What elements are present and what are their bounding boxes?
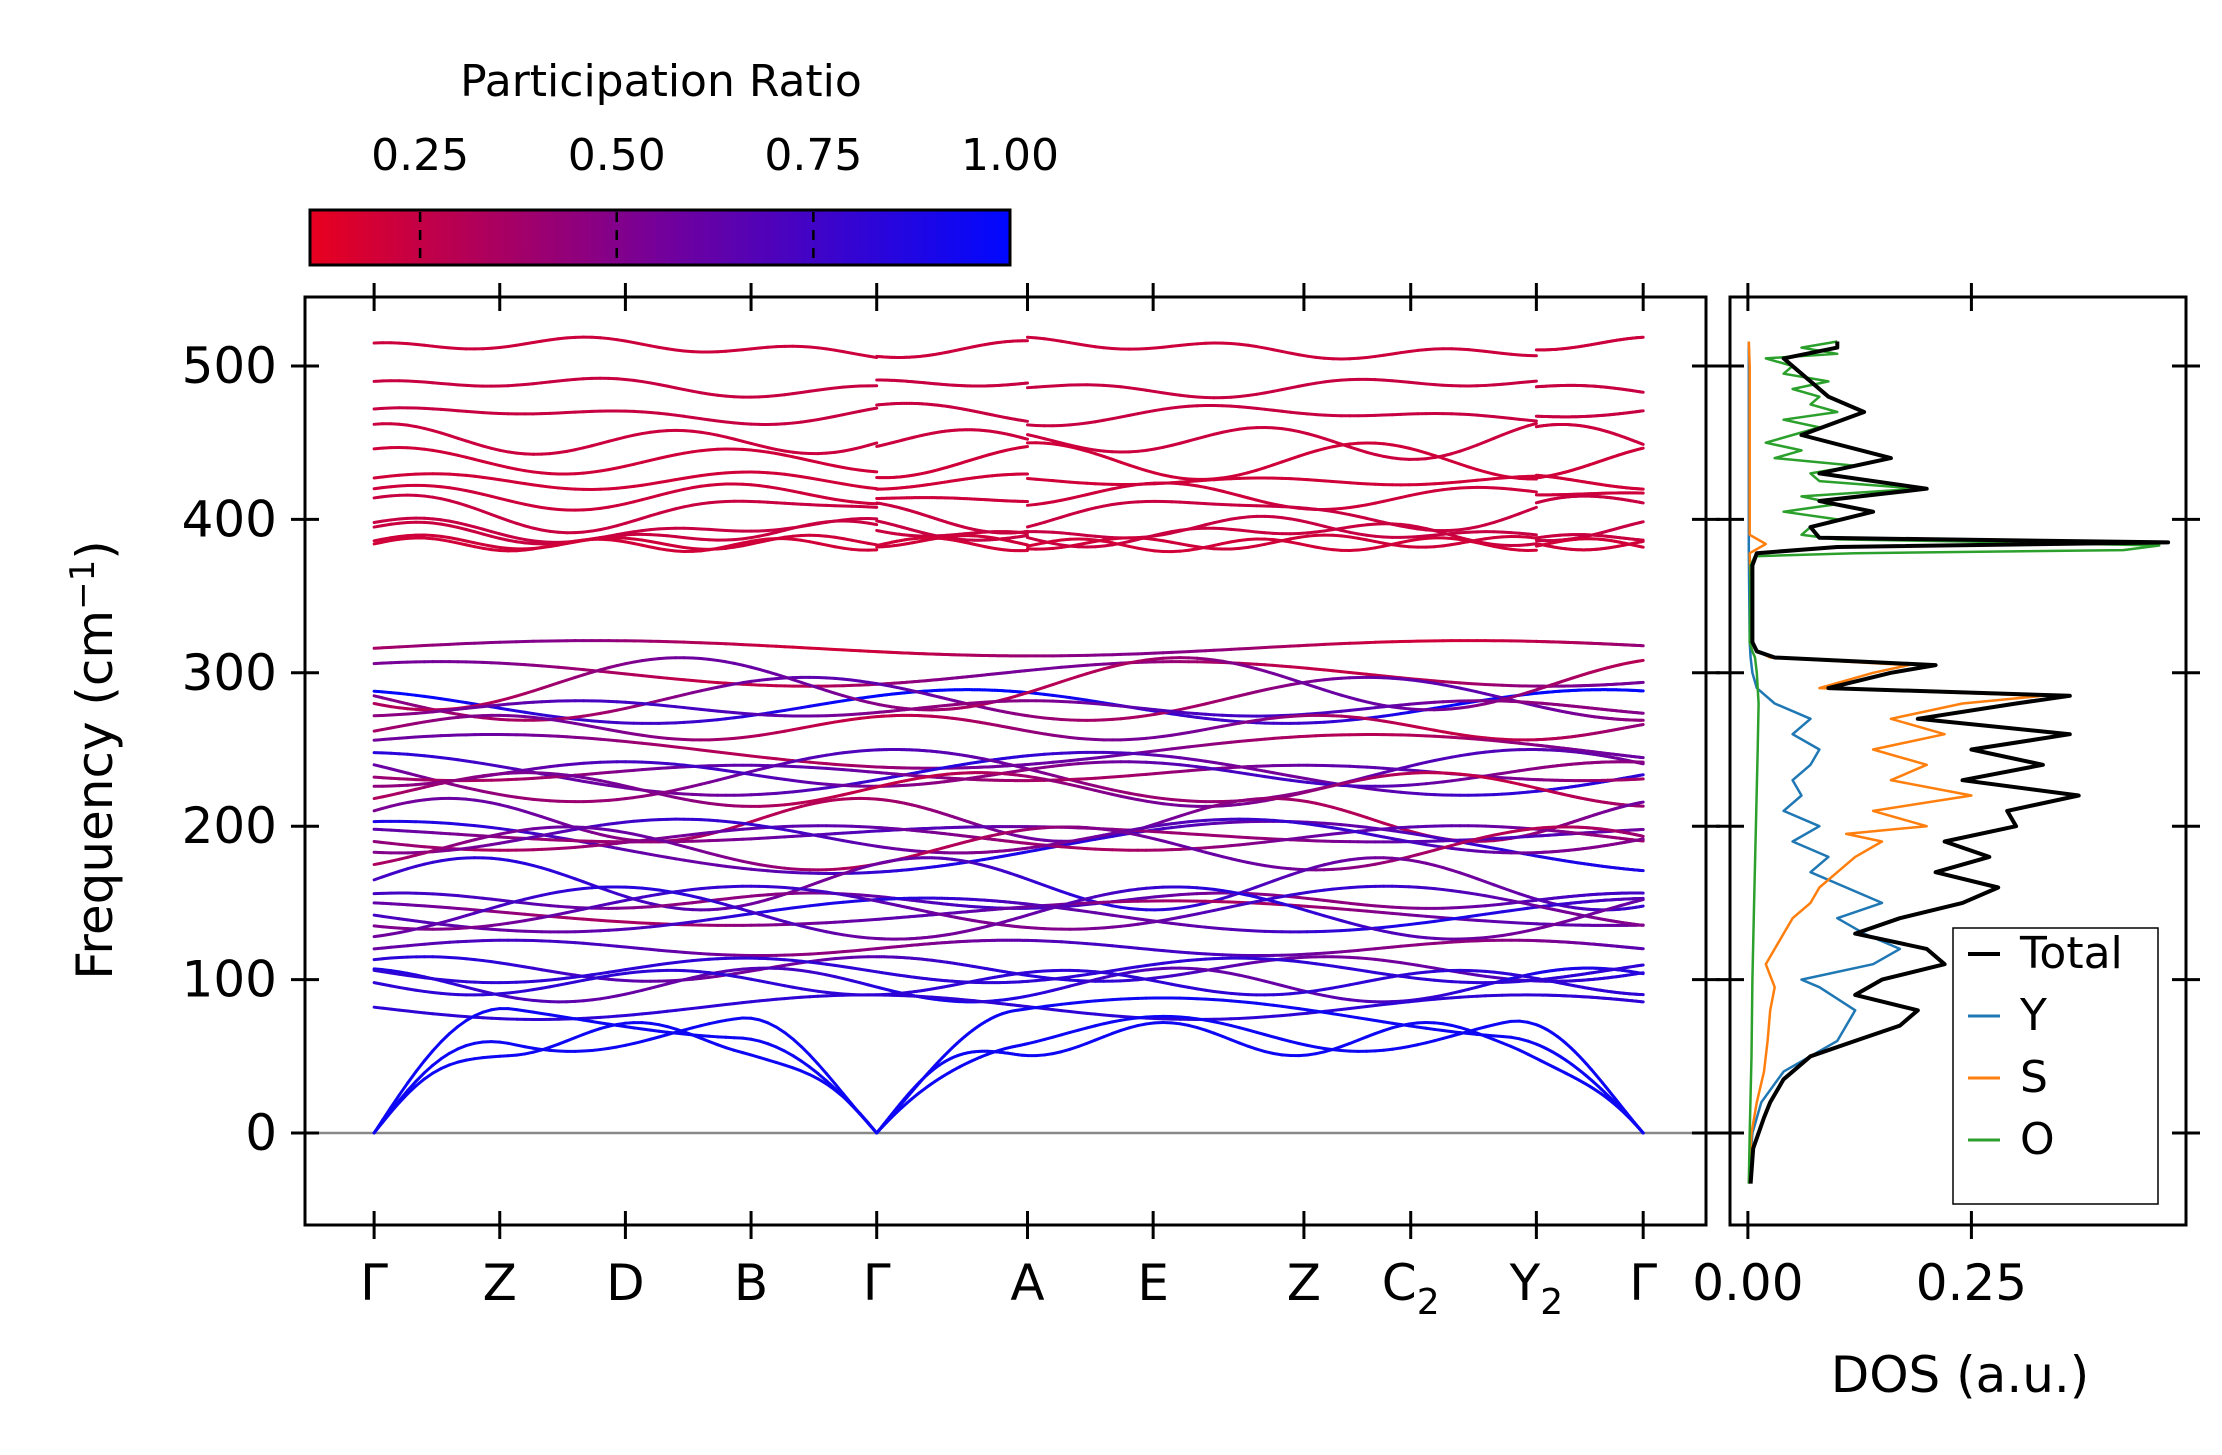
optical-band-high xyxy=(1526,489,1538,494)
optical-band-high xyxy=(1526,421,1538,428)
optical-band-high xyxy=(866,469,879,474)
optical-band-high xyxy=(1526,532,1538,537)
colorbar: Participation Ratio 0.25 0.50 0.75 1.00 xyxy=(308,56,1059,267)
optical-band-high xyxy=(1023,437,1029,441)
colorbar-tick-label: 1.00 xyxy=(961,130,1059,181)
optical-band-high xyxy=(866,406,879,412)
optical-band-high xyxy=(1467,443,1479,450)
colorbar-tick-label: 0.50 xyxy=(568,130,666,181)
optical-band-high xyxy=(1526,535,1538,540)
colorbar-tick-label: 0.75 xyxy=(764,130,862,181)
optical-band-high xyxy=(1526,379,1538,384)
optical-band-high xyxy=(1475,440,1487,447)
phonon-bands xyxy=(372,335,1645,1135)
colorbar-gradient xyxy=(308,208,1012,267)
optical-band-high xyxy=(1492,433,1504,440)
optical-band-high xyxy=(866,441,879,447)
optical-band-high xyxy=(1509,427,1521,434)
optical-band-high xyxy=(1500,430,1513,437)
colorbar-tick-label: 0.25 xyxy=(371,130,469,181)
optical-band-high xyxy=(1483,436,1496,444)
optical-band-high xyxy=(866,354,879,359)
colorbar-ticks: 0.25 0.50 0.75 1.00 xyxy=(371,130,1059,263)
optical-band-high xyxy=(866,541,879,547)
optical-band-high xyxy=(1639,442,1645,446)
colorbar-title: Participation Ratio xyxy=(460,56,862,107)
optical-band-high xyxy=(1526,418,1538,423)
optical-band-high xyxy=(866,521,879,527)
